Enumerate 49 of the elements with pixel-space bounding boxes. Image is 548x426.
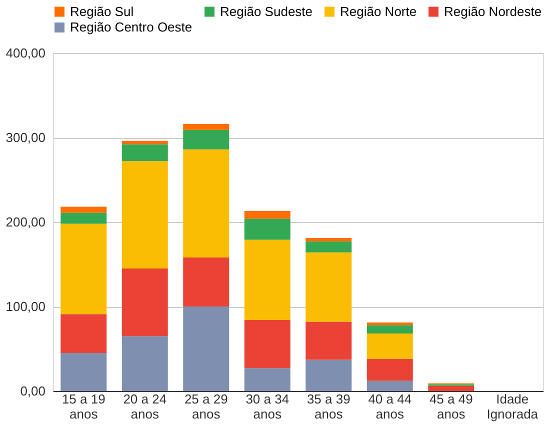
bar — [60, 212, 107, 224]
bar — [366, 322, 413, 326]
bar — [122, 336, 168, 391]
bar — [183, 257, 230, 306]
x-tick-label: 40 a 44 anos — [368, 392, 412, 422]
bar — [306, 322, 352, 360]
bar — [244, 240, 290, 320]
bar — [244, 211, 290, 219]
x-tick-label: 30 a 34 anos — [246, 392, 290, 422]
y-tick-label: 0,00 — [20, 384, 46, 398]
bar — [122, 144, 168, 162]
bar — [122, 268, 168, 336]
bar — [244, 320, 290, 368]
legend-label: Região Nordeste — [444, 4, 542, 19]
bar — [60, 314, 107, 353]
bar — [428, 386, 474, 391]
bar — [366, 334, 413, 359]
bar — [366, 380, 413, 391]
legend-label: Região Sudeste — [220, 4, 313, 19]
y-tick-label: 100,00 — [6, 299, 46, 314]
x-tick-label: 45 a 49 anos — [429, 392, 473, 422]
bar — [183, 124, 230, 130]
x-tick-label: 35 a 39 anos — [306, 392, 350, 422]
legend-label: Região Norte — [340, 4, 417, 19]
bar — [306, 241, 352, 252]
bar — [366, 358, 413, 381]
bar — [122, 161, 168, 268]
legend-label: Região Sul — [70, 4, 134, 19]
bar — [366, 325, 413, 334]
bar — [306, 360, 352, 391]
x-tick-label: Idade Ignorada — [486, 392, 539, 422]
bar — [306, 252, 352, 322]
bar — [60, 224, 107, 314]
bar — [306, 238, 352, 242]
bar — [60, 352, 107, 391]
x-tick-label: 25 a 29 anos — [184, 392, 228, 422]
legend-label: Região Centro Oeste — [70, 20, 192, 34]
bar — [183, 306, 230, 391]
x-tick-label: 15 a 19 anos — [62, 392, 106, 422]
y-tick-label: 400,00 — [6, 46, 46, 60]
bar — [60, 206, 107, 213]
y-tick-label: 300,00 — [6, 130, 46, 145]
bar — [183, 130, 230, 150]
bar — [122, 140, 168, 144]
x-tick-label: 20 a 24 anos — [123, 392, 167, 422]
bar — [244, 368, 290, 391]
bar — [244, 218, 290, 240]
y-tick-label: 200,00 — [6, 214, 46, 230]
bar — [183, 149, 230, 258]
